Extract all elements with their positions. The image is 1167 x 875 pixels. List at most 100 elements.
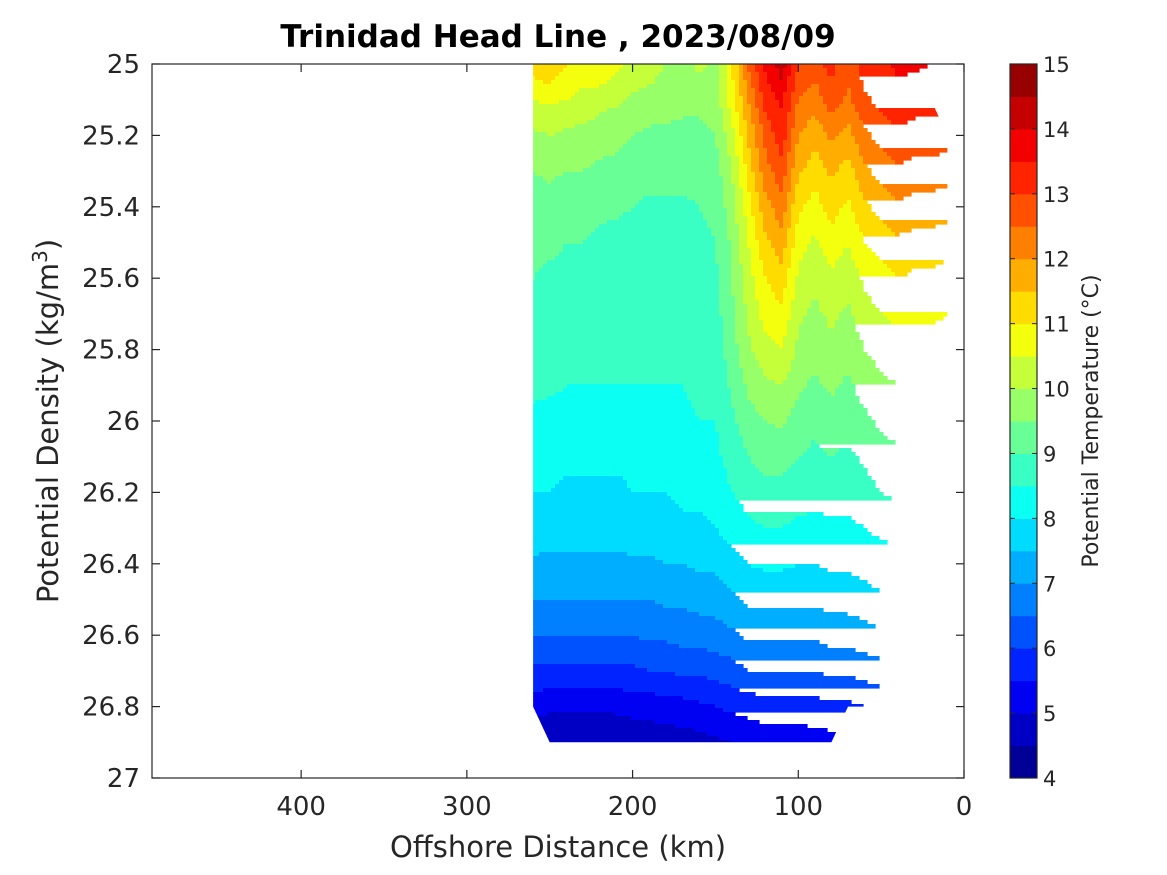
contour-cell (759, 76, 768, 81)
contour-cell (719, 304, 736, 309)
contour-cell (703, 68, 720, 73)
contour-cell (743, 444, 812, 449)
contour-cell (827, 168, 840, 173)
contour-cell (799, 336, 860, 341)
contour-cell (743, 116, 752, 121)
contour-cell (727, 212, 736, 217)
contour-cell (719, 100, 728, 105)
contour-cell (611, 76, 656, 81)
contour-cell (533, 112, 600, 117)
contour-cell (563, 388, 684, 393)
contour-cell (859, 152, 888, 157)
contour-cell (559, 252, 716, 257)
contour-cell (719, 452, 748, 457)
contour-cell (533, 184, 724, 189)
contour-cell (803, 316, 828, 321)
contour-cell (747, 84, 752, 89)
contour-cell (723, 120, 732, 125)
contour-cell (691, 404, 732, 409)
contour-cell (751, 120, 760, 125)
contour-cell (747, 100, 756, 105)
y-axis-label: Potential Density (kg/m3) (28, 239, 65, 603)
contour-cell (855, 168, 872, 173)
contour-cell (783, 380, 808, 385)
contour-cell (533, 424, 716, 429)
contour-cell (787, 168, 792, 173)
contour-cell (655, 80, 720, 85)
contour-cell (735, 340, 752, 345)
contour-cell (779, 188, 784, 193)
contour-cell (747, 164, 752, 169)
contour-cell (643, 196, 688, 201)
contour-cell (727, 140, 736, 145)
contour-cell (799, 180, 860, 185)
contour-cell (533, 180, 548, 185)
contour-cell (731, 392, 748, 397)
contour-cell (759, 468, 788, 473)
contour-cell (855, 264, 888, 269)
contour-cell (533, 312, 720, 317)
contour-cell (851, 160, 864, 165)
contour-cell (671, 120, 704, 125)
contour-cell (787, 172, 792, 177)
contour-cell (767, 72, 780, 77)
contour-cell (751, 400, 796, 405)
contour-cell (783, 180, 792, 185)
contour-cell (533, 664, 636, 669)
contour-cell (559, 480, 628, 485)
contour-cell (895, 196, 904, 201)
contour-cell (799, 456, 860, 461)
contour-cell (787, 468, 868, 473)
contour-cell (719, 156, 732, 161)
contour-cell (747, 384, 808, 389)
contour-cell (823, 448, 840, 453)
contour-cell (739, 160, 744, 165)
contour-cell (731, 116, 740, 121)
contour-cell (663, 64, 696, 69)
contour-cell (533, 340, 724, 345)
contour-cell (533, 252, 560, 257)
contour-cell (719, 680, 868, 685)
contour-cell (533, 200, 640, 205)
contour-cell (763, 68, 780, 73)
contour-cell (533, 316, 724, 321)
contour-cell (775, 208, 788, 213)
contour-cell (533, 724, 676, 729)
contour-cell (791, 308, 808, 313)
contour-cell (719, 160, 732, 165)
contour-cell (739, 120, 748, 125)
contour-cell (727, 360, 740, 365)
contour-cell (827, 256, 840, 261)
contour-cell (803, 252, 824, 257)
contour-cell (533, 364, 728, 369)
contour-cell (533, 144, 624, 149)
contour-cell (783, 68, 792, 73)
contour-cell (807, 380, 820, 385)
y-tick-label: 26.8 (82, 693, 140, 723)
contour-cell (763, 264, 792, 269)
contour-cell (783, 104, 792, 109)
contour-cell (727, 476, 872, 481)
contour-cell (799, 216, 828, 221)
contour-cell (715, 248, 732, 253)
contour-cell (719, 104, 728, 109)
contour-cell (759, 120, 772, 125)
contour-cell (747, 132, 756, 137)
contour-cell (751, 192, 760, 197)
contour-cell (735, 136, 744, 141)
contour-cell (533, 400, 536, 405)
contour-cell (533, 628, 736, 633)
contour-cell (655, 556, 744, 561)
contour-cell (715, 132, 728, 137)
x-tick-label: 200 (608, 792, 658, 822)
contour-cell (755, 224, 764, 229)
contour-cell (533, 220, 608, 225)
contour-cell (767, 196, 788, 201)
contour-cell (723, 580, 868, 585)
contour-cell (819, 192, 864, 197)
contour-cell (783, 224, 792, 229)
contour-cell (747, 244, 760, 249)
contour-cell (859, 184, 884, 189)
contour-cell (811, 240, 820, 245)
contour-cell (791, 184, 796, 189)
